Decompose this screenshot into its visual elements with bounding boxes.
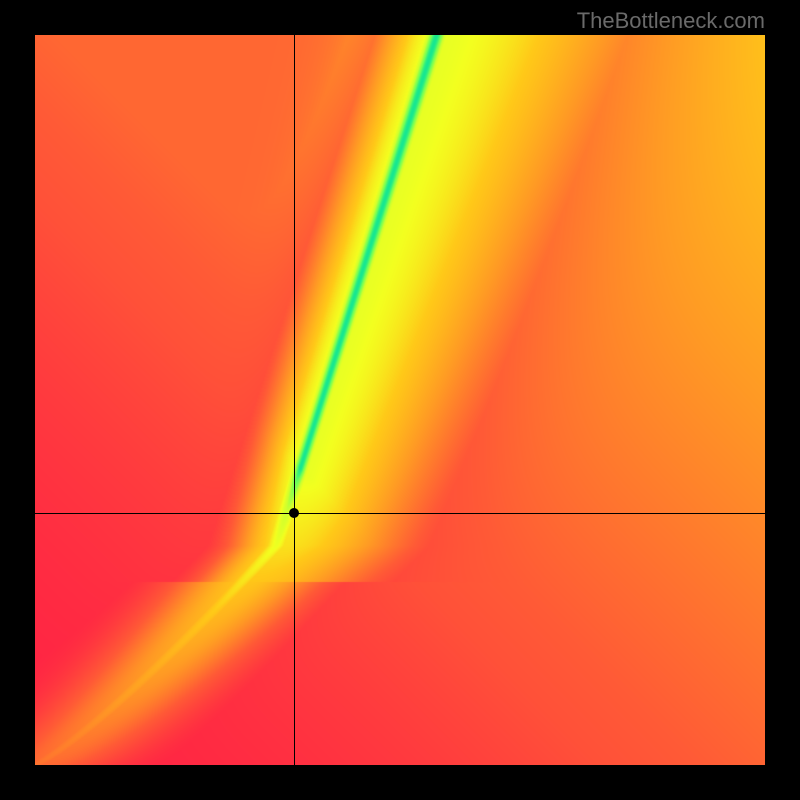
watermark-text: TheBottleneck.com bbox=[577, 8, 765, 34]
heatmap-plot bbox=[35, 35, 765, 765]
crosshair-horizontal bbox=[35, 513, 765, 514]
marker-point bbox=[289, 508, 299, 518]
crosshair-vertical bbox=[294, 35, 295, 765]
heatmap-canvas bbox=[35, 35, 765, 765]
